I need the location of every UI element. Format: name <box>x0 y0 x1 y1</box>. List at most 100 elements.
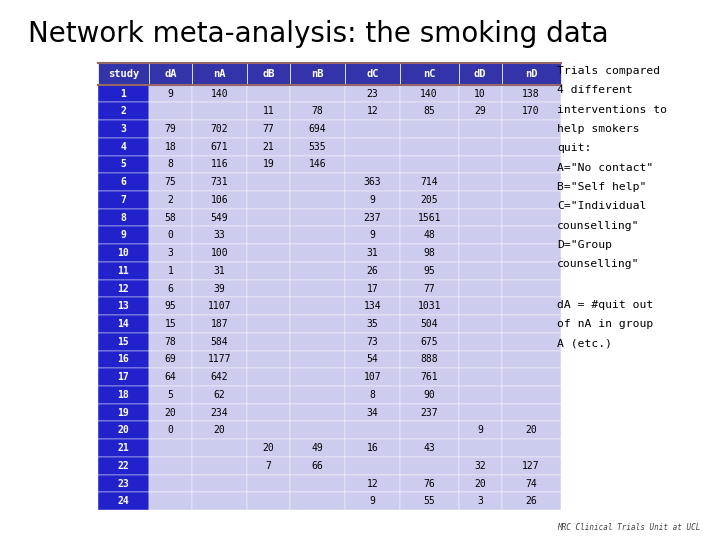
Bar <box>149 439 192 457</box>
Bar <box>290 315 345 333</box>
Text: 0: 0 <box>168 426 174 435</box>
Text: 79: 79 <box>164 124 176 134</box>
Bar <box>192 103 247 120</box>
Bar <box>149 280 192 298</box>
Text: 714: 714 <box>420 177 438 187</box>
Bar <box>192 173 247 191</box>
Text: 6: 6 <box>168 284 174 294</box>
Bar <box>247 492 290 510</box>
Text: 66: 66 <box>312 461 323 471</box>
Bar <box>502 422 560 439</box>
Bar <box>502 386 560 404</box>
Bar <box>345 85 400 103</box>
Text: 3: 3 <box>168 248 174 258</box>
Bar <box>149 244 192 262</box>
Bar <box>502 209 560 226</box>
Bar <box>192 298 247 315</box>
Text: help smokers: help smokers <box>557 124 640 134</box>
Bar <box>400 422 459 439</box>
Text: 8: 8 <box>369 390 375 400</box>
Bar <box>192 191 247 209</box>
Bar <box>247 422 290 439</box>
Text: 7: 7 <box>120 195 126 205</box>
Bar <box>98 492 149 510</box>
Bar <box>290 191 345 209</box>
Bar <box>502 457 560 475</box>
Bar <box>290 138 345 156</box>
Bar <box>149 368 192 386</box>
Bar <box>345 226 400 244</box>
Bar <box>247 156 290 173</box>
Bar <box>345 475 400 492</box>
Bar <box>459 156 502 173</box>
Text: nD: nD <box>525 69 537 79</box>
Bar <box>247 226 290 244</box>
Text: 5: 5 <box>168 390 174 400</box>
Text: 64: 64 <box>164 372 176 382</box>
Bar <box>149 298 192 315</box>
Bar <box>459 386 502 404</box>
Bar <box>459 457 502 475</box>
Text: 31: 31 <box>214 266 225 276</box>
Bar <box>247 280 290 298</box>
Bar <box>192 156 247 173</box>
Bar <box>192 244 247 262</box>
Bar <box>502 333 560 350</box>
Text: 20: 20 <box>474 478 486 489</box>
Bar <box>98 120 149 138</box>
Bar <box>192 386 247 404</box>
Bar <box>459 209 502 226</box>
Text: 77: 77 <box>423 284 435 294</box>
Bar <box>400 209 459 226</box>
Text: 2: 2 <box>120 106 126 116</box>
Bar <box>98 386 149 404</box>
Bar <box>192 350 247 368</box>
Text: counselling": counselling" <box>557 259 640 269</box>
Bar <box>247 244 290 262</box>
Bar <box>192 209 247 226</box>
Bar <box>192 492 247 510</box>
Text: 888: 888 <box>420 354 438 364</box>
Bar <box>149 173 192 191</box>
Text: 549: 549 <box>210 213 228 222</box>
Bar <box>502 492 560 510</box>
Bar <box>502 120 560 138</box>
Bar <box>290 209 345 226</box>
Bar <box>247 386 290 404</box>
Bar <box>98 368 149 386</box>
Bar <box>247 63 290 85</box>
Bar <box>459 226 502 244</box>
Text: 675: 675 <box>420 337 438 347</box>
Bar <box>400 191 459 209</box>
Text: 19: 19 <box>117 408 129 417</box>
Text: 146: 146 <box>309 159 326 170</box>
Bar <box>149 191 192 209</box>
Text: 20: 20 <box>117 426 129 435</box>
Text: 138: 138 <box>522 89 540 98</box>
Text: 205: 205 <box>420 195 438 205</box>
Bar <box>247 439 290 457</box>
Text: 3: 3 <box>120 124 126 134</box>
Text: 106: 106 <box>210 195 228 205</box>
Text: 584: 584 <box>210 337 228 347</box>
Bar <box>247 475 290 492</box>
Text: 20: 20 <box>164 408 176 417</box>
Text: 26: 26 <box>366 266 378 276</box>
Bar <box>192 226 247 244</box>
Text: 20: 20 <box>214 426 225 435</box>
Bar <box>345 492 400 510</box>
Bar <box>290 298 345 315</box>
Bar <box>290 457 345 475</box>
Bar <box>290 120 345 138</box>
Bar <box>502 262 560 280</box>
Bar <box>149 422 192 439</box>
Text: dB: dB <box>262 69 274 79</box>
Bar <box>149 156 192 173</box>
Text: 16: 16 <box>366 443 378 453</box>
Bar <box>192 422 247 439</box>
Text: 0: 0 <box>168 231 174 240</box>
Bar <box>502 368 560 386</box>
Bar <box>345 191 400 209</box>
Bar <box>98 350 149 368</box>
Text: 23: 23 <box>117 478 129 489</box>
